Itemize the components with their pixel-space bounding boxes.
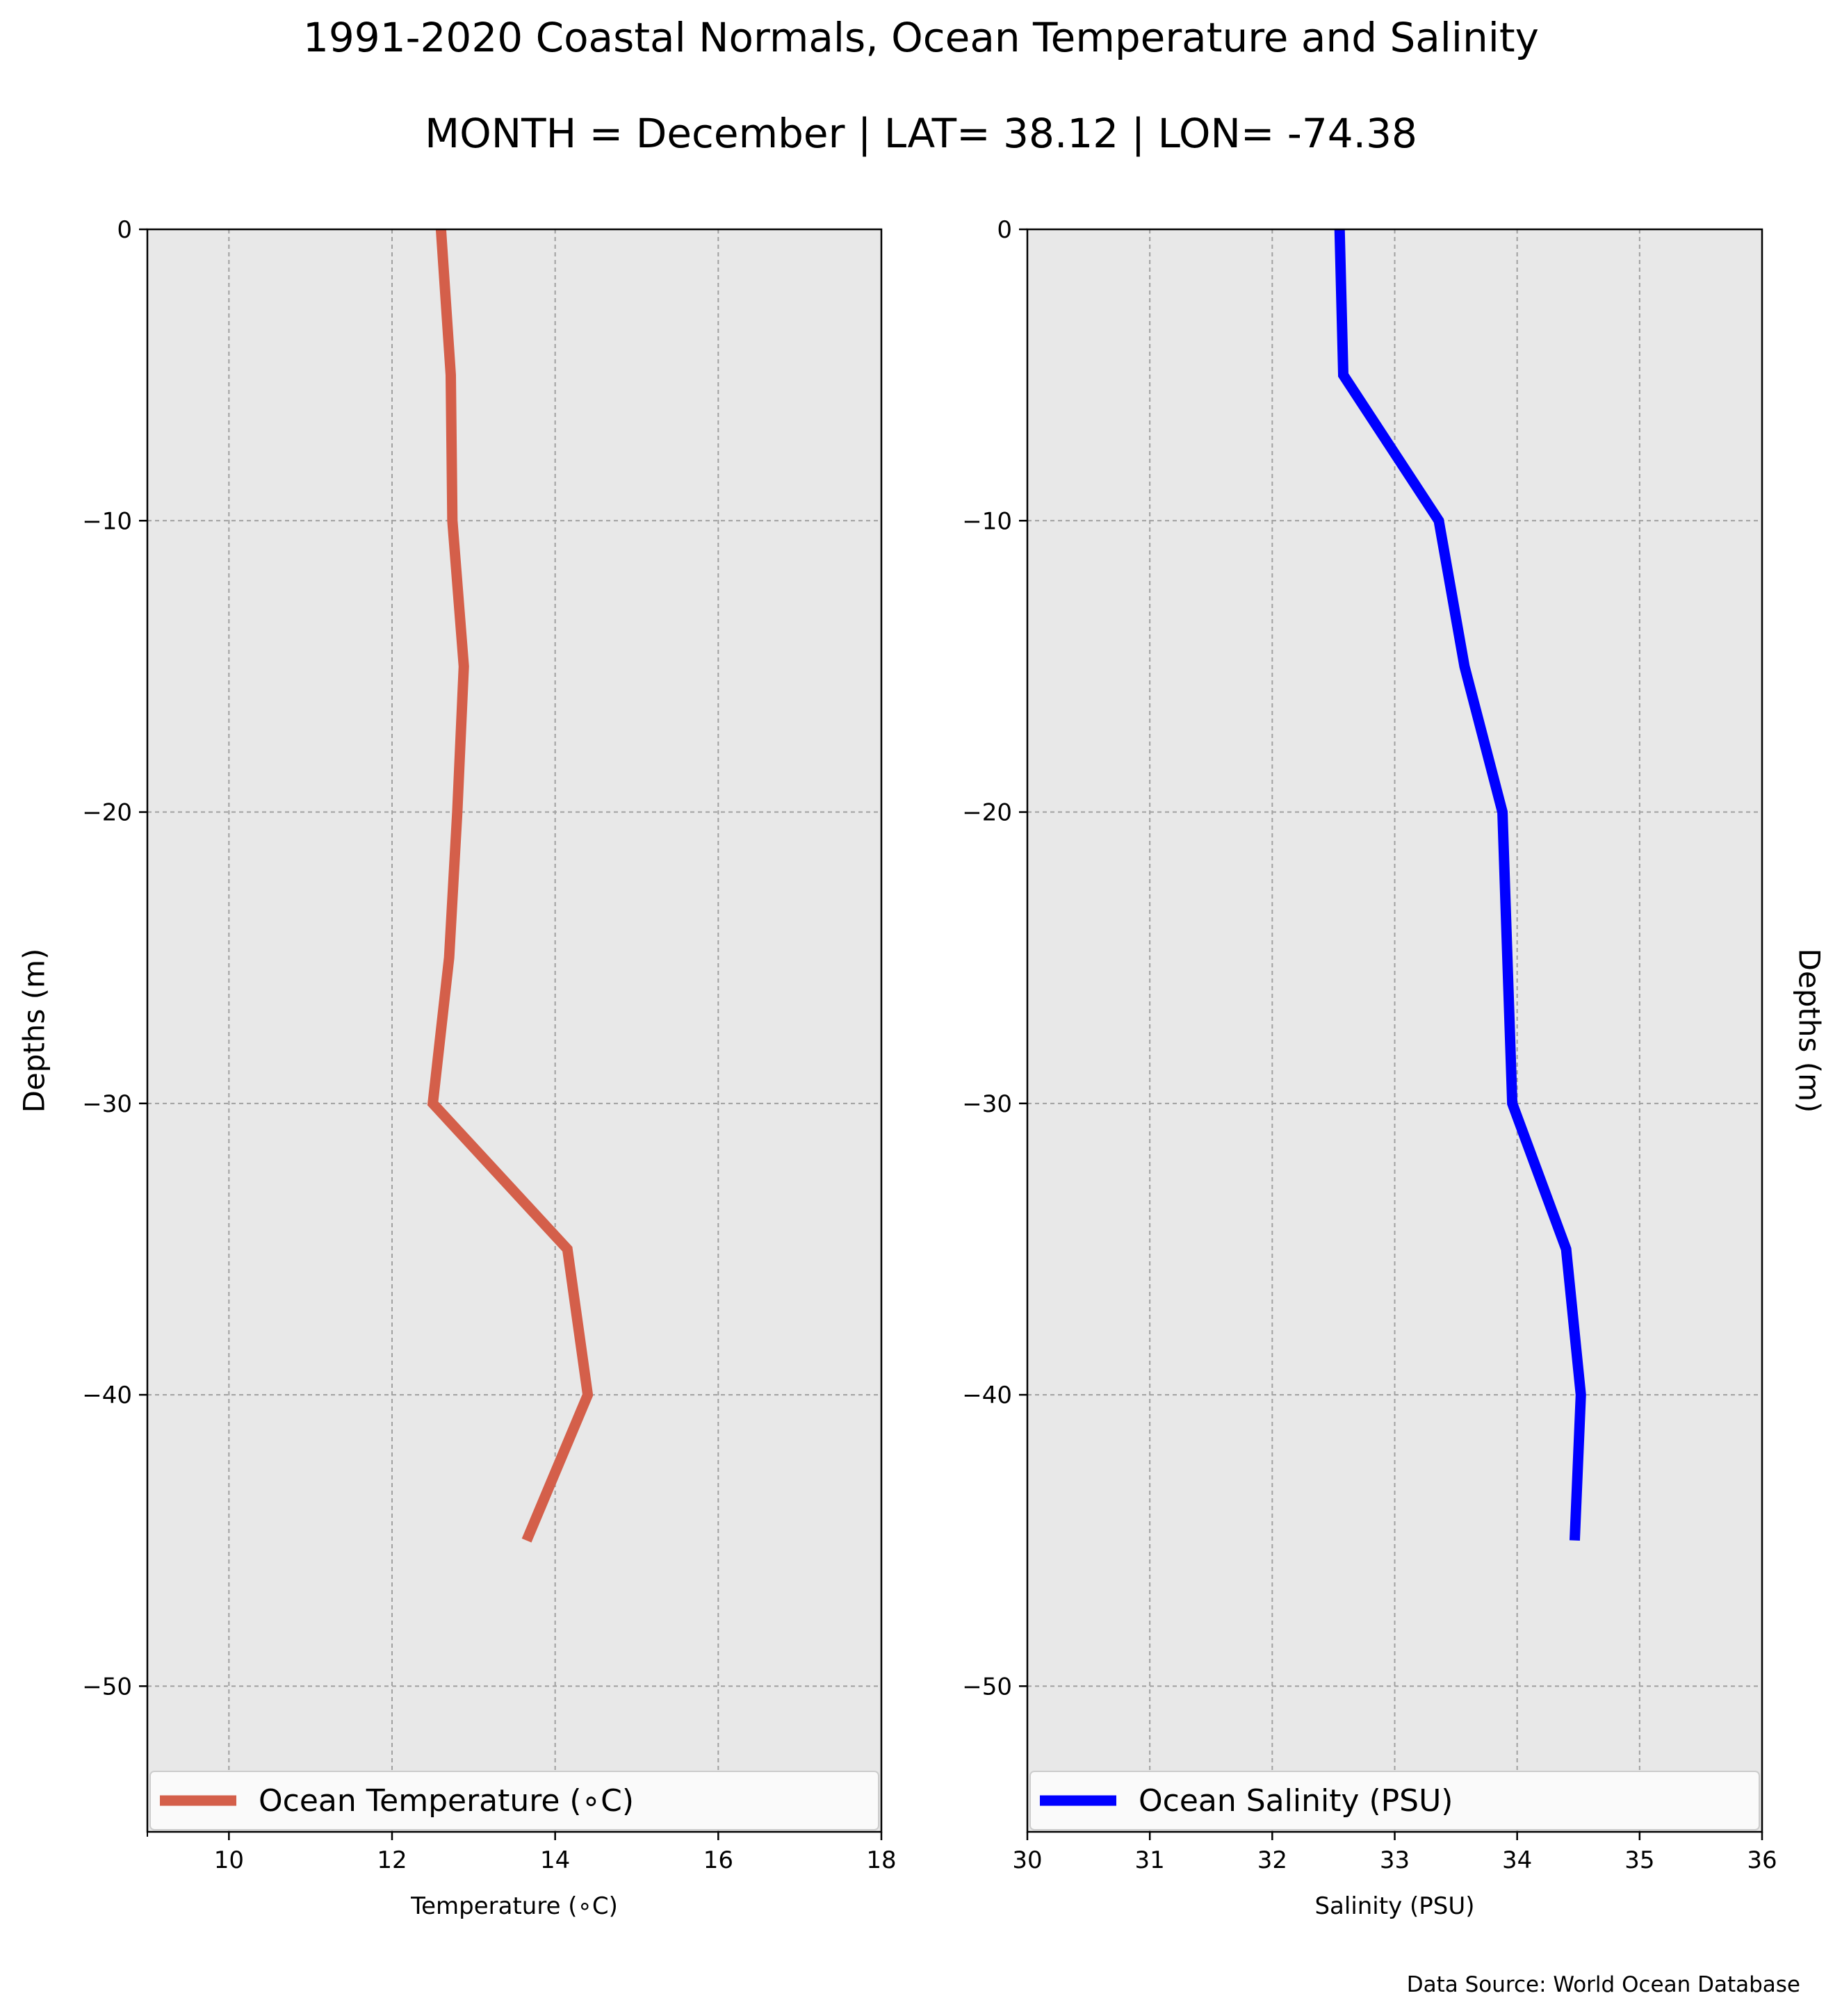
x-tick-label: 10 (214, 1846, 244, 1874)
data-source-note: Data Source: World Ocean Database (1406, 1972, 1800, 1997)
axes-frame (146, 228, 883, 1833)
x-tick-label: 31 (1135, 1846, 1165, 1874)
x-tick-label: 35 (1624, 1846, 1654, 1874)
y-tick-label: −20 (82, 799, 132, 827)
temperature-panel: 0 −10 −20 −30 −40 −50 10 12 14 16 18 Temperature (∘… (17, 216, 897, 1920)
legend-box (1029, 1771, 1760, 1830)
legend-label: Ocean Salinity (PSU) (1139, 1783, 1453, 1819)
y-axis-label: Depths (m) (1793, 949, 1827, 1113)
x-tick-label: 16 (703, 1846, 733, 1874)
chart-title: 1991-2020 Coastal Normals, Ocean Tempera… (303, 14, 1539, 61)
y-tick-label: −30 (82, 1090, 132, 1118)
x-tick-label: 36 (1747, 1846, 1777, 1874)
y-tick-label: −30 (962, 1090, 1012, 1118)
x-tick-label: 34 (1502, 1846, 1532, 1874)
chart-subtitle: MONTH = December | LAT= 38.12 | LON= -74… (425, 110, 1417, 157)
salinity-panel: 0 −10 −20 −30 −40 −50 30 31 32 33 34 35 36 Salinity (… (962, 216, 1826, 1920)
y-tick-label: −40 (82, 1382, 132, 1409)
x-tick-label: 33 (1380, 1846, 1410, 1874)
y-tick-label: 0 (997, 216, 1012, 244)
x-axis-label: Salinity (PSU) (1314, 1892, 1474, 1920)
legend-box (149, 1771, 879, 1830)
y-axis-label: Depths (m) (17, 949, 51, 1113)
series-line (1334, 229, 1586, 1541)
series-line (427, 229, 594, 1543)
x-tick-label: 18 (866, 1846, 896, 1874)
x-tick-label: 30 (1012, 1846, 1042, 1874)
x-tick-label: 14 (540, 1846, 570, 1874)
y-tick-label: −10 (962, 507, 1012, 535)
y-tick-label: −10 (82, 507, 132, 535)
y-tick-label: 0 (117, 216, 132, 244)
plot-area (1027, 229, 1762, 1832)
y-tick-label: −40 (962, 1382, 1012, 1409)
plot-area (147, 229, 881, 1832)
x-axis-label: Temperature (∘C) (410, 1892, 618, 1920)
y-tick-label: −50 (82, 1673, 132, 1701)
legend-label: Ocean Temperature (∘C) (259, 1783, 634, 1819)
x-tick-label: 12 (377, 1846, 407, 1874)
x-tick-label: 32 (1257, 1846, 1287, 1874)
y-tick-label: −50 (962, 1673, 1012, 1701)
y-tick-label: −20 (962, 799, 1012, 827)
